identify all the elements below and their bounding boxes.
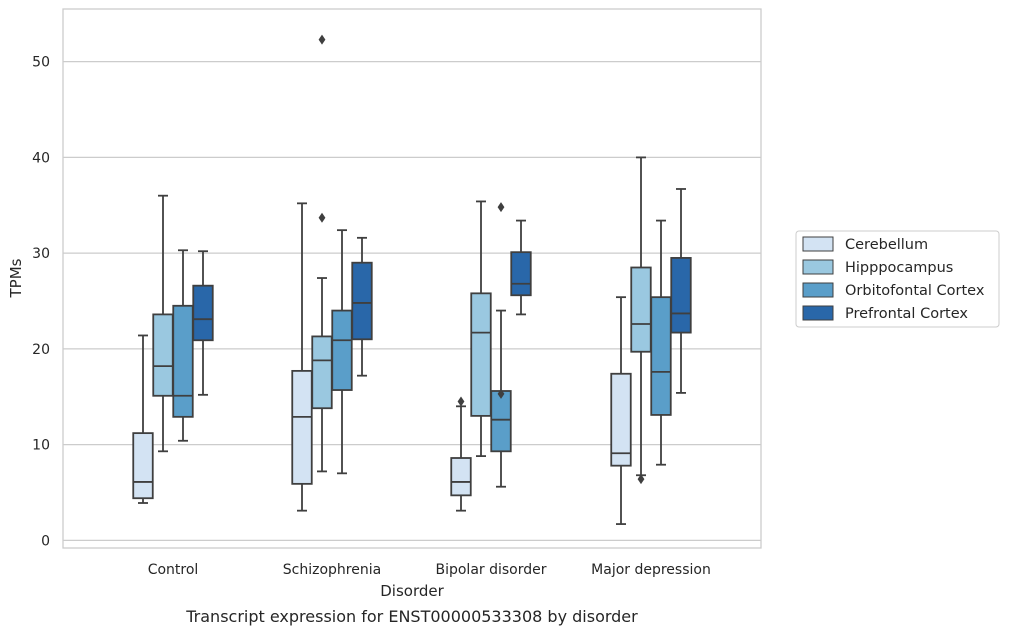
- box-iqr: [311, 335, 333, 410]
- y-tick-label-40: 40: [32, 150, 50, 166]
- legend-swatch-cerebellum: [802, 236, 834, 252]
- box-prefrontal-cortex-0: [192, 250, 214, 396]
- outlier-point: [318, 212, 326, 223]
- figure-caption: Transcript expression for ENST0000053330…: [185, 607, 638, 626]
- x-tick-label-control: Control: [148, 562, 199, 578]
- legend-swatch-hipppocampus: [802, 259, 834, 275]
- x-tick-labels: Control Schizophrenia Bipolar disorder Majo…: [148, 562, 711, 578]
- legend-label-orbitofontal-cortex: Orbitofontal Cortex: [845, 283, 985, 299]
- box-iqr: [132, 432, 154, 500]
- outlier-point: [318, 34, 326, 45]
- box-iqr: [510, 251, 532, 297]
- box-orbitofontal-cortex-1: [331, 229, 353, 475]
- y-tick-label-0: 0: [41, 533, 50, 549]
- y-axis-label: TPMs: [7, 258, 25, 298]
- box-hipppocampus-1: [311, 34, 333, 473]
- box-hipppocampus-3: [630, 156, 652, 485]
- y-tick-labels: 0 10 20 30 40 50: [32, 55, 50, 550]
- x-tick-label-bipolar-disorder: Bipolar disorder: [435, 562, 546, 578]
- box-cerebellum-0: [132, 334, 154, 504]
- legend-swatch-orbitofontal-cortex: [802, 282, 834, 298]
- box-iqr: [490, 390, 512, 453]
- box-orbitofontal-cortex-3: [650, 219, 672, 466]
- box-iqr: [650, 296, 672, 416]
- box-orbitofontal-cortex-2: [490, 202, 512, 488]
- box-iqr: [470, 292, 492, 417]
- plot-frame: [62, 8, 762, 549]
- box-cerebellum-1: [291, 202, 313, 512]
- box-series: [132, 34, 692, 525]
- box-iqr: [152, 313, 174, 397]
- box-prefrontal-cortex-3: [670, 188, 692, 394]
- legend-label-hipppocampus: Hipppocampus: [845, 260, 953, 276]
- box-iqr: [172, 304, 194, 418]
- legend: Cerebellum Hipppocampus Orbitofontal Corte…: [795, 230, 1000, 328]
- outlier-point: [497, 388, 505, 399]
- box-cerebellum-3: [610, 296, 632, 525]
- legend-label-cerebellum: Cerebellum: [845, 237, 928, 253]
- box-iqr: [351, 261, 373, 341]
- box-iqr: [450, 457, 472, 497]
- legend-swatch-prefrontal-cortex: [802, 305, 834, 321]
- box-prefrontal-cortex-1: [351, 236, 373, 377]
- box-iqr: [192, 284, 214, 342]
- x-tick-label-major-depression: Major depression: [591, 562, 711, 578]
- legend-label-prefrontal-cortex: Prefrontal Cortex: [845, 306, 968, 322]
- y-tick-label-50: 50: [32, 55, 50, 71]
- outlier-point: [497, 202, 505, 213]
- box-cerebellum-2: [450, 396, 472, 512]
- plot-background: [63, 9, 761, 548]
- box-iqr: [610, 372, 632, 467]
- box-hipppocampus-2: [470, 200, 492, 457]
- x-tick-label-schizophrenia: Schizophrenia: [283, 562, 381, 578]
- box-iqr: [291, 369, 313, 485]
- y-tick-label-10: 10: [32, 438, 50, 454]
- box-iqr: [630, 266, 652, 353]
- y-tick-label-30: 30: [32, 246, 50, 262]
- legend-frame: [795, 230, 1000, 328]
- outlier-point: [637, 474, 645, 485]
- box-iqr: [331, 309, 353, 391]
- outlier-point: [457, 396, 465, 407]
- y-tick-label-20: 20: [32, 342, 50, 358]
- x-axis-label: Disorder: [380, 582, 444, 600]
- box-orbitofontal-cortex-0: [172, 249, 194, 442]
- box-iqr: [670, 257, 692, 334]
- box-prefrontal-cortex-2: [510, 219, 532, 316]
